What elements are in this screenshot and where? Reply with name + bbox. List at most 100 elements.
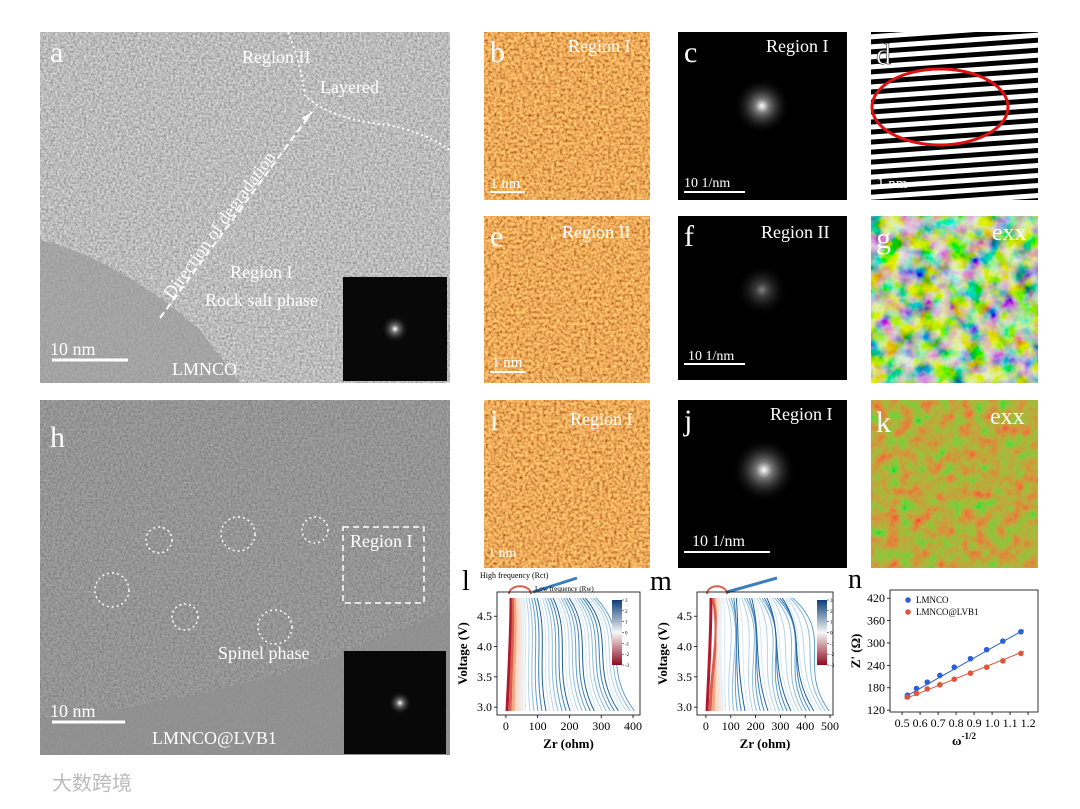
colorbar-tick-label: -3 [830,664,835,669]
strain-map [871,216,1038,383]
saed-spot [381,315,409,343]
point [913,685,920,692]
panel-k: k exx [871,400,1038,568]
point [1018,650,1024,657]
contour-line [766,597,792,712]
colorbar-tick-label: 1 [830,621,833,626]
contour-line [544,597,559,712]
scale-label: 10 1/nm [684,176,730,191]
panel-label: k [876,406,891,439]
contour-line [708,597,718,712]
point [1000,638,1006,644]
contour-line [568,597,595,712]
panel-c: c Region I 10 1/nm [678,32,847,200]
contour-line [753,597,773,712]
contour-line [705,597,713,712]
contour-line [539,597,551,712]
contour-line [523,597,527,712]
panel-f: f Region II 10 1/nm [678,216,847,380]
contour-line [582,597,615,712]
x-tick-label: 100 [722,719,740,733]
annotation-line [726,576,778,594]
legend-marker [905,597,911,603]
panel-h: h Region I Spinel phase 10 nm LMNCO@LVB1 [40,400,450,755]
y-tick-label: 4.5 [477,609,492,623]
panel-label: e [490,220,503,253]
contour-line [517,597,523,712]
region-label: Region II [761,222,829,242]
contour-line [576,597,607,712]
x-tick-label: 0 [703,719,709,733]
x-tick-label: 1.2 [1021,716,1036,730]
panel-label: j [683,404,692,437]
contour-line [725,597,732,712]
legend-marker [905,609,911,615]
scale-label: 1 nm [490,176,521,192]
contour-line [574,597,603,712]
annotation: High frequency (Rct) [480,571,549,580]
y-tick-label: 360 [867,614,885,628]
contour-line [584,597,619,712]
substrate [40,240,240,383]
region-label: Region II [242,47,310,67]
hrtem-image [484,400,650,568]
point [924,679,931,685]
panel-g: g exx [871,216,1038,383]
contour-line [740,597,754,712]
contour-line [774,597,803,712]
x-axis-label-main: ω [952,733,962,748]
contour-line [723,597,727,712]
contour-line [776,597,807,712]
scale-label: 10 nm [50,339,96,359]
contour-line [789,597,826,712]
contour-line [579,597,611,712]
contour-line [520,597,525,712]
contour-line [549,597,567,712]
x-tick-label: 0.7 [931,716,946,730]
x-axis-label: ω-1/2 [952,731,977,748]
x-tick-label: 0.6 [913,716,928,730]
colorbar [612,600,622,665]
contour-line [547,597,563,712]
colorbar-tick-label: -2 [830,653,835,658]
panel-label: h [50,421,65,454]
contour-line [590,597,627,712]
scale-label: 1 nm [488,546,517,561]
region-box [342,526,425,604]
colorbar-tick-label: 1 [625,621,628,626]
panel-label: a [50,36,63,69]
x-tick-label: 400 [796,719,814,733]
point [904,694,911,700]
colorbar-tick-label: 0 [830,632,833,637]
colorbar [817,600,827,665]
y-axis-label: Z' (Ω) [848,634,863,669]
contour-line [784,597,819,712]
contour-line [786,597,822,712]
scale-label: 10 1/nm [692,533,745,550]
contour-line [758,597,780,712]
y-tick-label: 300 [867,636,885,650]
dotted-circles [94,516,329,645]
panel-label: m [650,566,672,597]
legend-label: LMNCO [916,595,949,605]
contour-line [769,597,796,712]
y-tick-label: 4.5 [677,609,692,623]
y-tick-label: 120 [867,703,885,717]
x-tick-label: 0.8 [949,716,964,730]
x-axis-label-main: Zr (ohm) [740,736,791,751]
contour-line [751,597,769,712]
fft-spot [734,78,790,134]
scale-label: 1 nm [877,176,908,192]
x-tick-label: 300 [592,719,610,733]
y-tick-label: 4.0 [477,640,492,654]
point [937,681,943,688]
contour-line [511,597,518,712]
scale-label: 10 nm [50,701,96,721]
region-label: Region I [230,262,293,282]
x-tick-label: 0 [503,719,509,733]
region-label: Region I [568,36,631,56]
scale-label: 10 1/nm [688,349,734,364]
point [983,664,990,671]
point [1018,628,1024,635]
